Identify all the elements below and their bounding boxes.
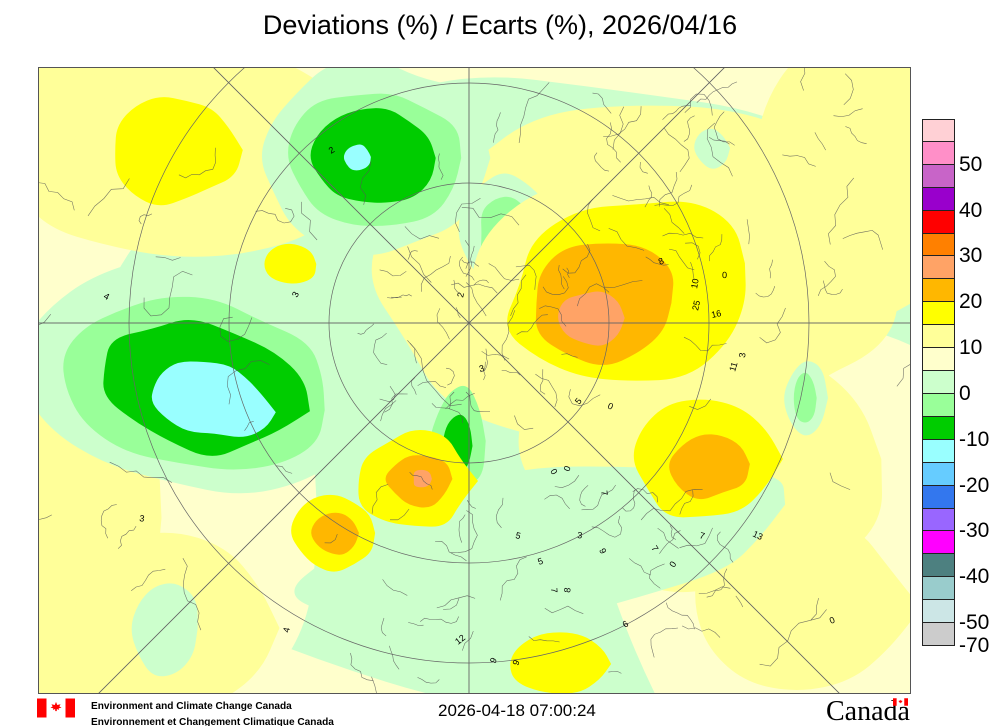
svg-text:16: 16 — [710, 308, 722, 320]
svg-text:10: 10 — [689, 278, 701, 290]
svg-text:3: 3 — [577, 530, 583, 540]
svg-text:7: 7 — [549, 587, 559, 593]
svg-text:0: 0 — [722, 270, 727, 280]
